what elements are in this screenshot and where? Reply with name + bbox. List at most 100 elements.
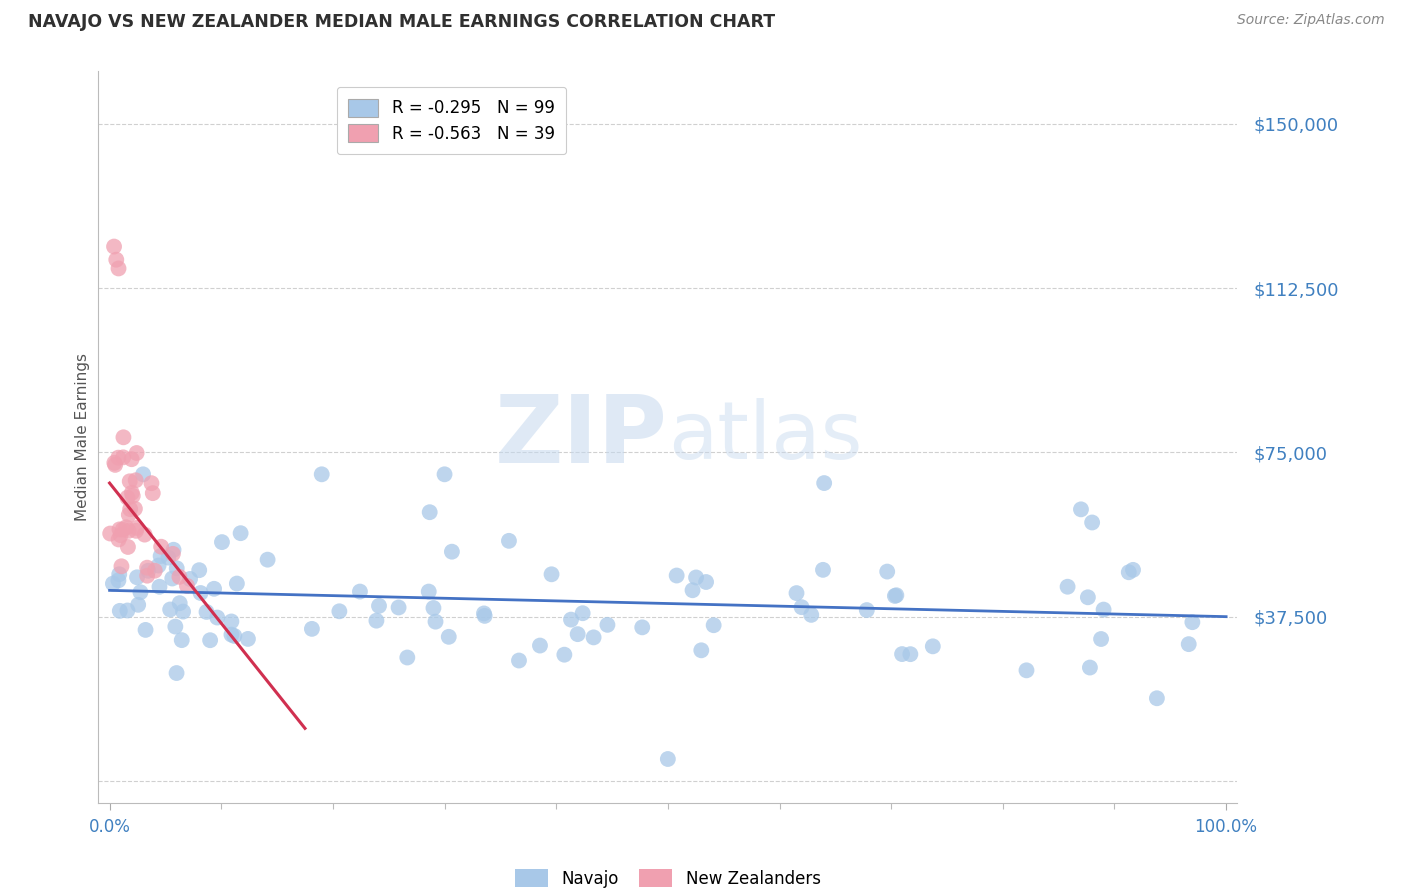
Point xyxy=(256,552,278,566)
Point xyxy=(813,476,835,491)
Point xyxy=(422,601,444,615)
Point xyxy=(236,632,259,646)
Point xyxy=(112,430,135,444)
Point xyxy=(165,619,187,633)
Point xyxy=(101,576,124,591)
Point xyxy=(117,491,139,505)
Point xyxy=(582,631,605,645)
Point xyxy=(567,627,589,641)
Point xyxy=(349,584,371,599)
Point xyxy=(1092,602,1115,616)
Point xyxy=(117,540,139,554)
Point xyxy=(141,476,163,491)
Point xyxy=(108,567,131,582)
Point xyxy=(121,489,143,503)
Point xyxy=(440,544,463,558)
Point xyxy=(800,607,823,622)
Point xyxy=(190,586,212,600)
Legend: Navajo, New Zealanders: Navajo, New Zealanders xyxy=(509,863,827,892)
Point xyxy=(1090,632,1112,646)
Point xyxy=(682,583,704,598)
Point xyxy=(311,467,333,482)
Point xyxy=(105,252,128,267)
Point xyxy=(162,572,184,586)
Point xyxy=(202,582,225,596)
Point xyxy=(162,542,184,557)
Point xyxy=(207,610,229,624)
Point xyxy=(229,526,252,541)
Point xyxy=(433,467,456,482)
Point xyxy=(170,633,193,648)
Point xyxy=(856,603,879,617)
Point xyxy=(120,502,142,516)
Point xyxy=(124,501,146,516)
Point xyxy=(121,485,143,500)
Point xyxy=(1077,591,1099,605)
Point xyxy=(169,570,191,584)
Point xyxy=(508,654,530,668)
Point xyxy=(786,586,808,600)
Point xyxy=(1015,663,1038,677)
Point xyxy=(703,618,725,632)
Point xyxy=(111,523,134,537)
Point xyxy=(891,647,914,661)
Point xyxy=(368,599,391,613)
Point xyxy=(136,560,159,574)
Point xyxy=(921,640,943,654)
Point xyxy=(150,540,173,554)
Text: NAVAJO VS NEW ZEALANDER MEDIAN MALE EARNINGS CORRELATION CHART: NAVAJO VS NEW ZEALANDER MEDIAN MALE EARN… xyxy=(28,13,775,31)
Point xyxy=(103,239,125,253)
Point xyxy=(136,564,159,578)
Point xyxy=(136,568,159,582)
Point xyxy=(225,576,247,591)
Point xyxy=(1177,637,1199,651)
Point xyxy=(108,604,131,618)
Point xyxy=(125,473,148,487)
Point xyxy=(166,666,188,681)
Y-axis label: Median Male Earnings: Median Male Earnings xyxy=(75,353,90,521)
Point xyxy=(125,570,148,584)
Point xyxy=(425,615,447,629)
Point xyxy=(529,639,551,653)
Point xyxy=(811,563,834,577)
Point xyxy=(1181,615,1204,630)
Point xyxy=(596,617,619,632)
Point xyxy=(148,558,170,573)
Point xyxy=(125,446,148,460)
Point xyxy=(143,564,166,578)
Point xyxy=(418,584,440,599)
Point xyxy=(132,467,155,482)
Point xyxy=(437,630,460,644)
Point xyxy=(157,550,180,565)
Point xyxy=(135,623,157,637)
Text: Source: ZipAtlas.com: Source: ZipAtlas.com xyxy=(1237,13,1385,28)
Point xyxy=(474,608,496,623)
Point xyxy=(162,547,184,561)
Point xyxy=(107,574,129,588)
Text: atlas: atlas xyxy=(668,398,862,476)
Point xyxy=(876,565,898,579)
Point xyxy=(685,570,707,584)
Point xyxy=(690,643,713,657)
Point xyxy=(898,647,921,661)
Text: ZIP: ZIP xyxy=(495,391,668,483)
Point xyxy=(121,452,143,467)
Point xyxy=(129,585,152,599)
Point xyxy=(498,533,520,548)
Point xyxy=(104,458,127,472)
Point xyxy=(366,614,388,628)
Point xyxy=(159,602,181,616)
Point xyxy=(419,505,441,519)
Point xyxy=(553,648,575,662)
Point xyxy=(169,596,191,610)
Point xyxy=(198,633,221,648)
Point xyxy=(396,650,419,665)
Point xyxy=(1118,566,1140,580)
Point xyxy=(176,579,198,593)
Point xyxy=(790,600,813,615)
Point xyxy=(540,567,562,582)
Point xyxy=(221,615,243,629)
Point xyxy=(387,600,409,615)
Point xyxy=(134,527,156,541)
Point xyxy=(328,604,350,618)
